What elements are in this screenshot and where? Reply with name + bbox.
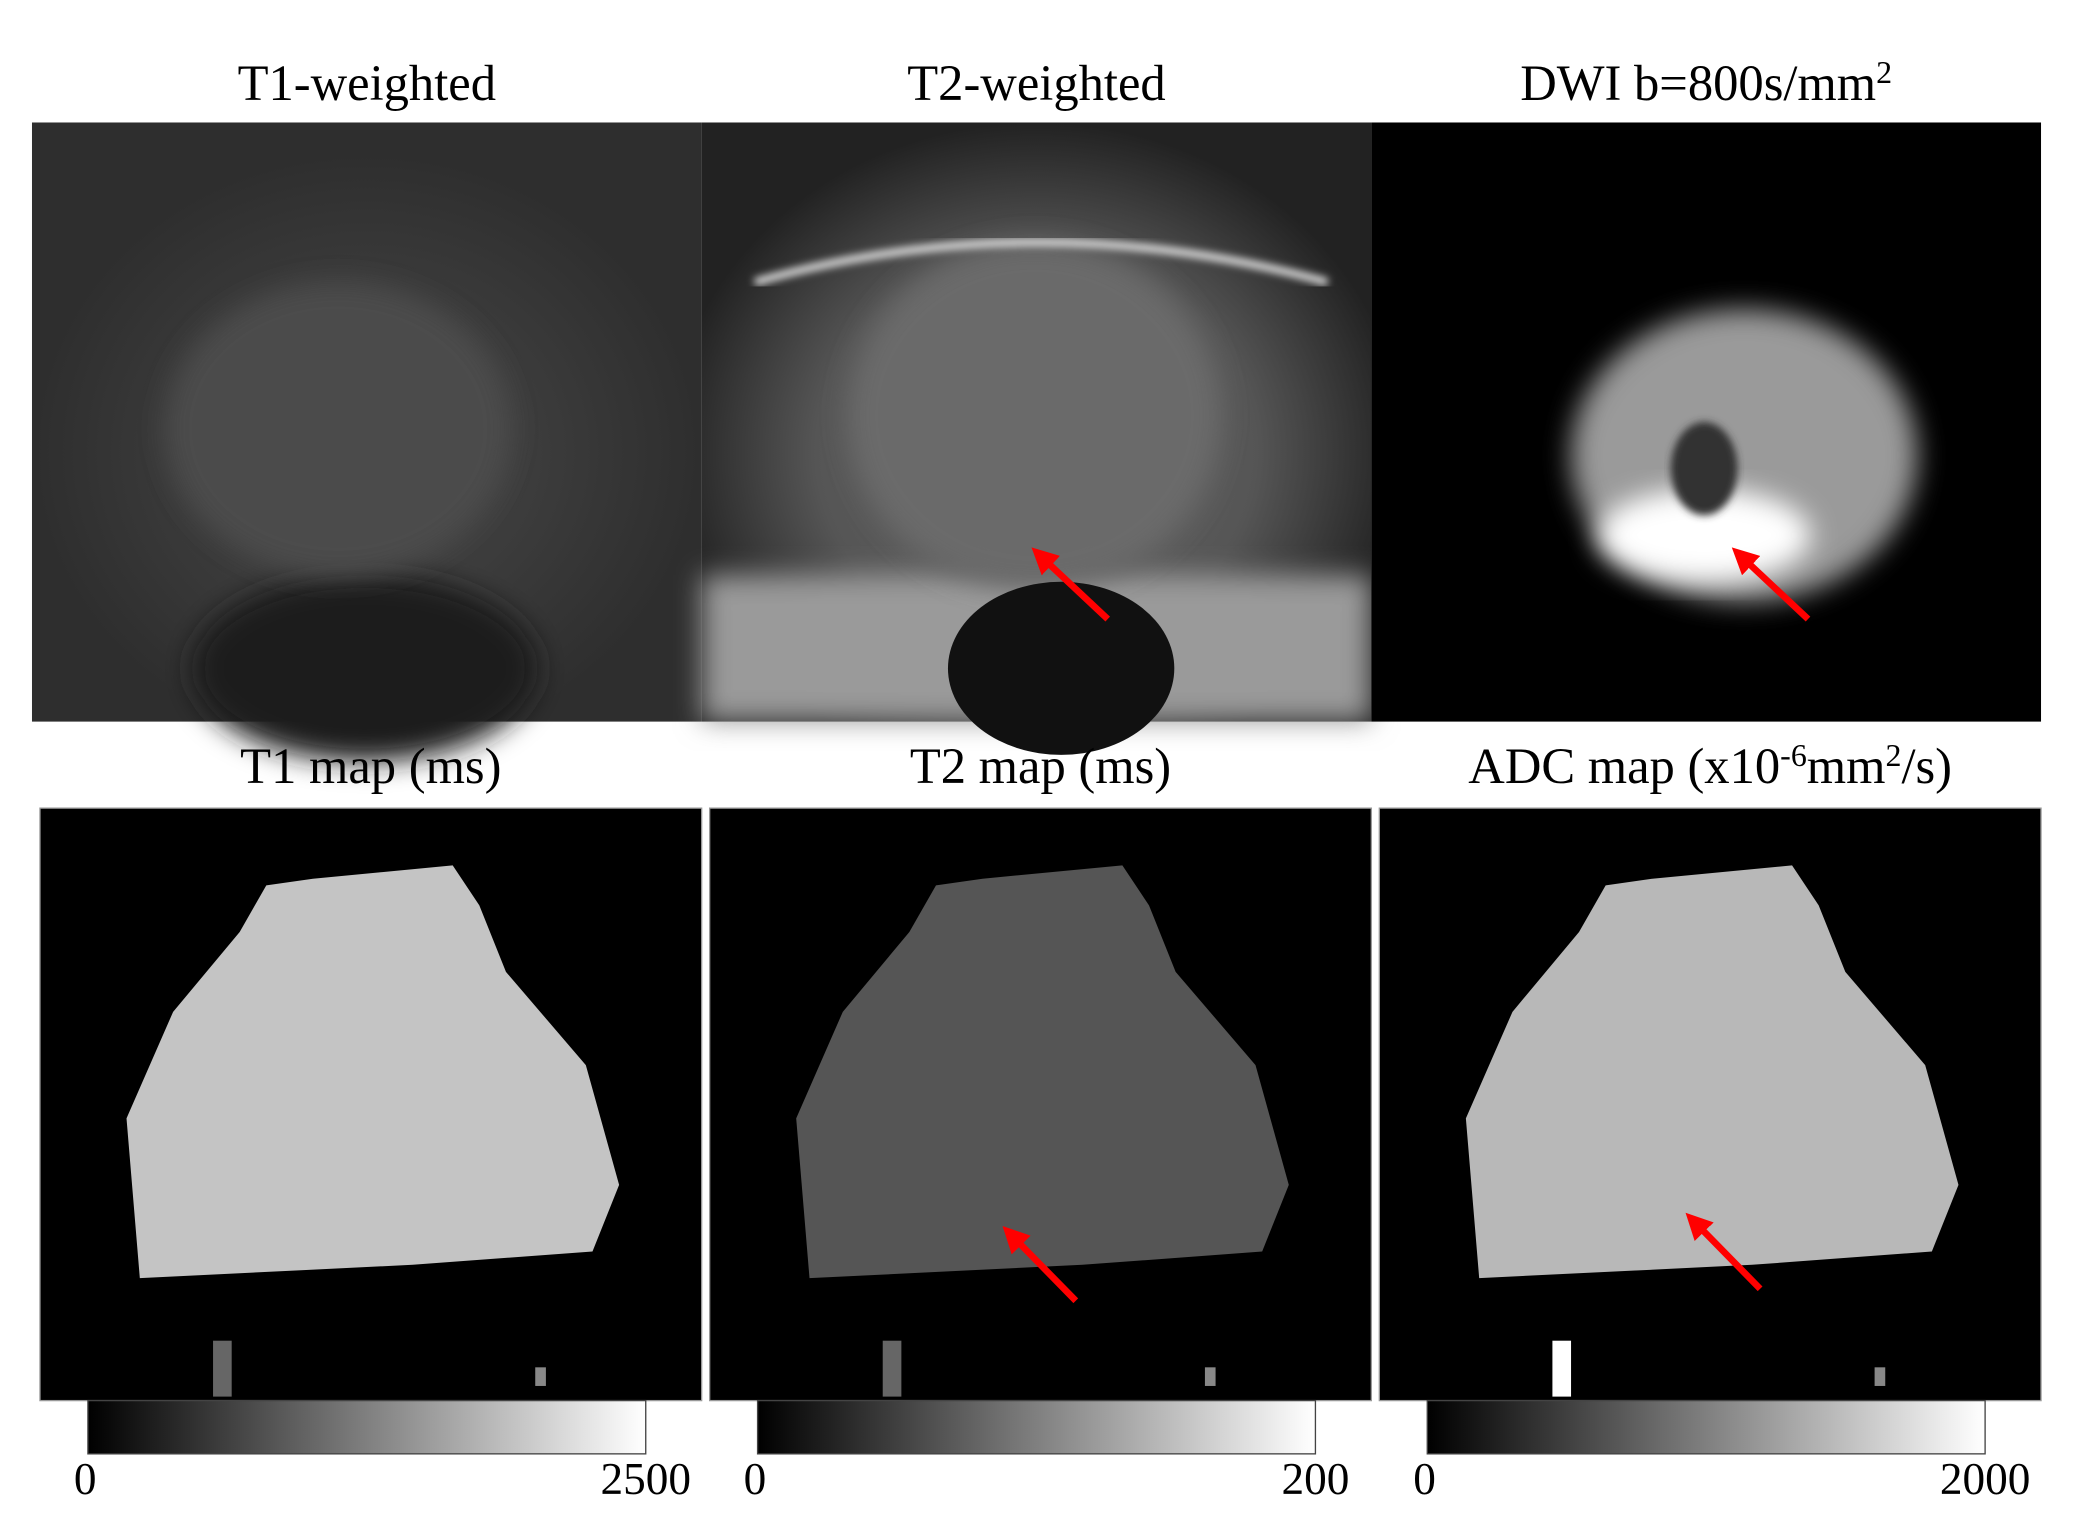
colorbar — [756, 1399, 1317, 1455]
anatomy — [165, 282, 512, 576]
colorbar-min: 0 — [744, 1454, 767, 1504]
red-arrow — [1002, 1226, 1079, 1304]
panel-title: ADC map (x10-6mm2/s) — [1468, 737, 1952, 794]
red-arrow — [1731, 547, 1811, 622]
title-text: /s) — [1901, 738, 1952, 794]
panel: DWI b=800s/mm2 — [1371, 54, 2042, 722]
prostate-map — [126, 865, 620, 1279]
map-speck — [1874, 1367, 1886, 1386]
title-text: T2 map (ms) — [910, 738, 1171, 794]
red-arrow — [1685, 1212, 1763, 1292]
panel-title: T2-weighted — [907, 55, 1165, 111]
colorbar-max: 2500 — [600, 1454, 691, 1504]
title-text: T1 map (ms) — [240, 738, 501, 794]
panel: 0 2500 T1 map (ms) — [39, 738, 703, 1504]
panel-title: T1-weighted — [238, 55, 496, 111]
anatomy — [191, 575, 538, 762]
title-text: mm — [1807, 738, 1886, 794]
colorbar-max: 2000 — [1940, 1454, 2030, 1504]
panel: 0 2000 ADC map (x10-6mm2/s) — [1378, 737, 2042, 1504]
map-speck — [213, 1340, 232, 1397]
title-text: T1-weighted — [238, 55, 496, 111]
colorbar — [1426, 1399, 1986, 1455]
title-superscript: -6 — [1780, 737, 1807, 772]
map-speck — [882, 1340, 902, 1397]
panel-title: DWI b=800s/mm2 — [1520, 54, 1892, 111]
anatomy — [753, 238, 1329, 287]
title-text: ADC map (x10 — [1468, 738, 1780, 794]
title-superscript: 2 — [1876, 54, 1892, 89]
panel: T1-weighted — [31, 55, 702, 762]
title-text: DWI b=800s/mm — [1520, 55, 1876, 111]
prostate-map — [796, 865, 1289, 1279]
map-speck — [1552, 1340, 1572, 1397]
prostate-map — [1465, 865, 1959, 1279]
panel: 0 200 T2 map (ms) — [708, 738, 1373, 1504]
panel: T2-weighted — [701, 55, 1372, 755]
title-text: T2-weighted — [907, 55, 1165, 111]
map-speck — [1204, 1367, 1216, 1386]
panel-title: T2 map (ms) — [910, 738, 1171, 794]
anatomy — [1670, 422, 1738, 516]
anatomy — [947, 581, 1175, 755]
anatomy — [848, 242, 1221, 589]
colorbar-max: 200 — [1281, 1454, 1349, 1504]
colorbar-min: 0 — [1413, 1454, 1436, 1504]
panel-title: T1 map (ms) — [240, 738, 501, 794]
colorbar — [87, 1399, 647, 1455]
red-arrow — [1031, 547, 1111, 622]
map-speck — [535, 1367, 546, 1386]
colorbar-min: 0 — [74, 1454, 97, 1504]
title-superscript: 2 — [1885, 737, 1901, 772]
